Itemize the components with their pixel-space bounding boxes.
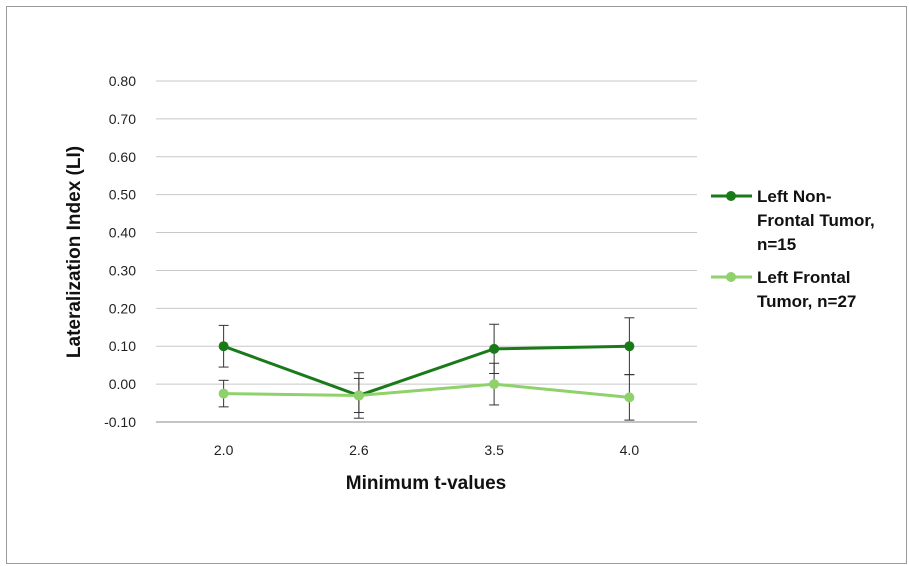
y-tick-labels: 0.80 0.70 0.60 0.50 0.40 0.30 0.20 0.10 0.00 -0.1… <box>104 73 136 430</box>
x-axis-title: Minimum t-values <box>346 473 506 494</box>
legend-label: Left Non- <box>757 187 832 206</box>
data-point <box>624 392 635 403</box>
y-tick-label: 0.00 <box>109 376 136 392</box>
x-tick-labels: 2.0 2.6 3.5 4.0 <box>214 442 639 458</box>
gridlines <box>156 80 697 423</box>
y-axis-title: Lateralization Index (LI) <box>64 146 85 358</box>
legend-swatch-marker <box>726 191 736 201</box>
series-line <box>223 382 630 399</box>
y-tick-label: 0.20 <box>109 300 136 316</box>
x-tick-label: 3.5 <box>484 442 504 458</box>
y-tick-label: 0.60 <box>109 149 136 165</box>
series-2 <box>218 362 635 421</box>
data-point <box>624 341 635 352</box>
data-point <box>218 341 229 352</box>
legend: Left Non- Frontal Tumor, n=15 Left Frontal T… <box>711 187 875 311</box>
chart-frame <box>6 6 907 564</box>
series-1 <box>218 317 635 419</box>
series-line <box>223 344 630 398</box>
y-tick-label: 0.70 <box>109 111 136 127</box>
x-tick-label: 2.6 <box>349 442 369 458</box>
legend-label: n=15 <box>757 235 796 254</box>
series-group <box>218 317 635 421</box>
x-tick-label: 4.0 <box>620 442 640 458</box>
y-tick-label: 0.80 <box>109 73 136 89</box>
legend-label: Tumor, n=27 <box>757 292 856 311</box>
y-tick-label: 0.10 <box>109 338 136 354</box>
legend-label: Frontal Tumor, <box>757 211 875 230</box>
legend-swatch-marker <box>726 272 736 282</box>
x-tick-label: 2.0 <box>214 442 234 458</box>
data-point <box>218 388 229 399</box>
data-point <box>489 343 500 354</box>
y-tick-label: -0.10 <box>104 414 136 430</box>
y-tick-label: 0.40 <box>109 225 136 241</box>
data-point <box>489 379 500 390</box>
y-tick-label: 0.50 <box>109 187 136 203</box>
data-point <box>353 390 364 401</box>
legend-label: Left Frontal <box>757 268 851 287</box>
y-tick-label: 0.30 <box>109 262 136 278</box>
